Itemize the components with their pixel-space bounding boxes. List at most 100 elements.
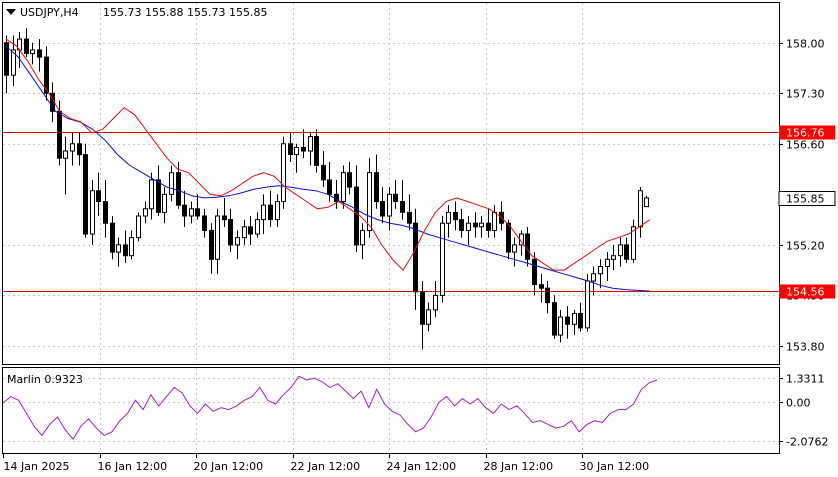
candle-bull (512, 244, 517, 253)
candle-bull (387, 193, 392, 217)
candle-bear (532, 258, 537, 286)
price-badges: 156.76 154.56 155.85 (778, 125, 836, 299)
candle-bear (374, 172, 379, 203)
level-badge-label: 154.56 (786, 286, 825, 299)
osc-tick-label: -2.0762 (786, 436, 828, 449)
candle-bull (598, 266, 603, 275)
candle-bear (347, 172, 352, 188)
candle-bear (182, 204, 187, 217)
candle-bear (123, 244, 128, 257)
moving-averages (5, 38, 651, 292)
candle-bear (268, 204, 273, 221)
price-tick-label: 158.00 (786, 38, 825, 51)
candle-bull (367, 172, 372, 231)
candle-bull (585, 280, 590, 329)
candle-bull (255, 219, 260, 235)
candle-bear (327, 179, 332, 195)
candle-bull (611, 255, 616, 260)
candle-bull (261, 204, 266, 221)
candle-bull (492, 211, 497, 231)
candle-bear (525, 233, 530, 260)
candle-bull (242, 226, 247, 239)
ohlc-values: 155.73 155.88 155.73 155.85 (103, 6, 267, 19)
candle-bull (440, 222, 445, 296)
candle-bear (565, 316, 570, 325)
candle-bull (63, 150, 68, 159)
candle-bull (162, 193, 167, 213)
candle-bull (70, 143, 75, 152)
candle-bear (624, 244, 629, 260)
price-tick-label: 153.80 (786, 341, 825, 354)
candle-bull (30, 49, 35, 55)
grid-lines (3, 3, 779, 453)
osc-tick-label: 0.00 (786, 397, 811, 410)
candle-bear (4, 42, 9, 76)
candle-bull (275, 201, 280, 221)
candle-bull (605, 258, 610, 268)
candle-bull (90, 190, 95, 235)
candle-bear (156, 179, 161, 213)
oscillator-axis[interactable]: 1.3311 0.00 -2.0762 (779, 373, 828, 449)
candle-bull (433, 294, 438, 311)
candle-bull (235, 237, 240, 246)
candle-bear (222, 215, 227, 221)
time-tick-label: 16 Jan 12:00 (98, 460, 168, 473)
candle-bear (453, 211, 458, 221)
candle-bull (426, 309, 431, 325)
candle-bear (44, 56, 49, 94)
indicator-label: Marlin 0.9323 (7, 373, 83, 386)
candle-bull (360, 229, 365, 246)
price-tick-label: 156.60 (786, 139, 825, 152)
candle-bull (116, 244, 121, 253)
candles (4, 28, 649, 350)
candle-bull (466, 222, 471, 231)
candle-bull (11, 49, 16, 76)
candle-bull (618, 244, 623, 257)
candle-bear (459, 219, 464, 231)
candle-bull (638, 190, 643, 228)
level-badge (779, 284, 835, 299)
candle-bear (380, 201, 385, 217)
candle-bear (539, 284, 544, 289)
candle-bear (301, 146, 306, 152)
candle-bear (407, 211, 412, 224)
triangle-down-icon[interactable] (6, 9, 16, 15)
candle-bear (314, 136, 319, 166)
candle-bull (446, 211, 451, 224)
candle-bear (24, 38, 29, 55)
level-badge (779, 125, 835, 140)
candle-bull (572, 312, 577, 325)
candle-bull (143, 208, 148, 217)
candle-bear (420, 291, 425, 325)
price-tick-label: 155.20 (786, 240, 825, 253)
candle-bear (103, 201, 108, 224)
candle-bull (149, 179, 154, 210)
candle-bear (96, 190, 101, 203)
candle-bull (215, 215, 220, 260)
candle-bear (110, 222, 115, 253)
candle-bull (281, 143, 286, 203)
candle-bear (209, 229, 214, 260)
price-panel[interactable] (2, 2, 780, 365)
candle-bear (413, 222, 418, 293)
candle-bull (136, 215, 141, 239)
candle-bear (473, 222, 478, 228)
candle-bear (228, 219, 233, 246)
slow-ma-line (5, 45, 651, 292)
osc-tick-label: 1.3311 (786, 373, 825, 386)
marlin-line (2, 375, 658, 440)
candle-bull (308, 136, 313, 152)
candle-bear (578, 312, 583, 329)
time-axis[interactable]: 14 Jan 2025 16 Jan 12:00 20 Jan 12:00 22 Ja… (3, 454, 650, 473)
symbol-label: USDJPY,H4 (20, 6, 79, 19)
candle-bear (393, 193, 398, 203)
time-tick-label: 20 Jan 12:00 (194, 460, 264, 473)
candle-bull (169, 172, 174, 195)
candle-bear (77, 143, 82, 156)
candle-bear (400, 201, 405, 213)
time-tick-label: 22 Jan 12:00 (291, 460, 361, 473)
candle-bear (552, 302, 557, 336)
candle-bull (631, 226, 636, 260)
